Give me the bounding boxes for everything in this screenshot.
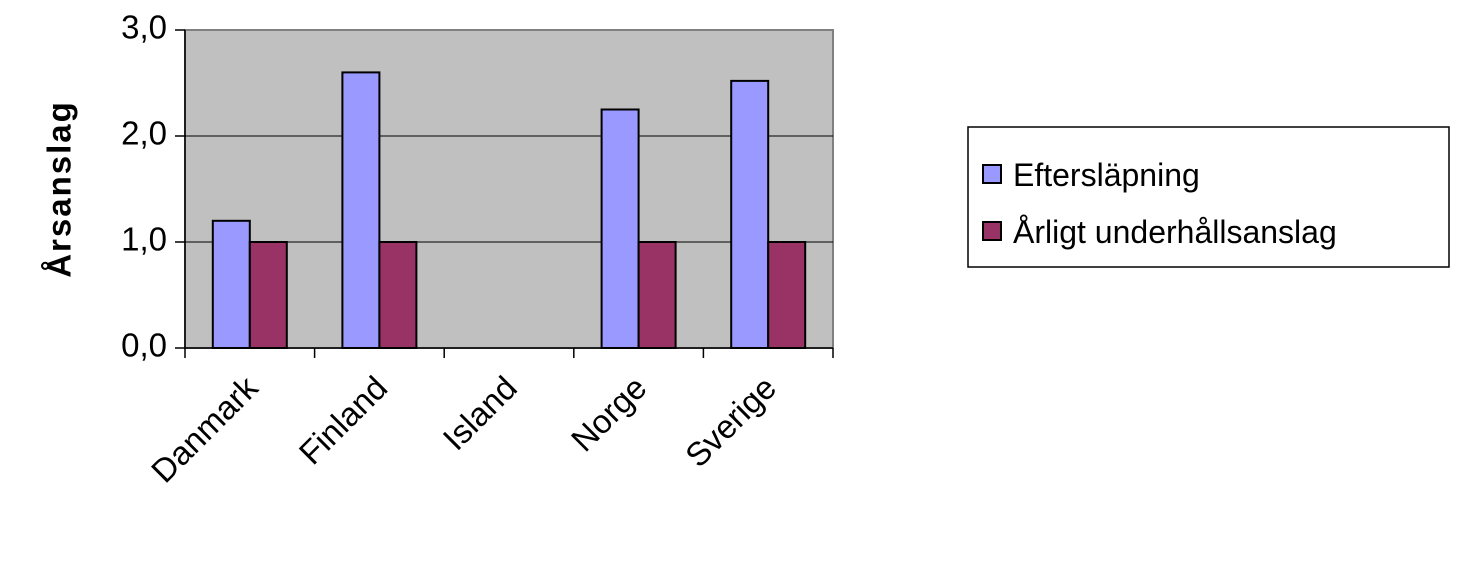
x-category-labels: Danmark Finland Island Norge Sverige	[144, 368, 783, 489]
bar-norge-series-1	[600, 108, 640, 349]
legend-swatch-series-1	[982, 164, 1002, 184]
y-tick-label: 3,0	[121, 9, 167, 46]
plot-area	[184, 29, 834, 349]
y-tick-label: 1,0	[121, 221, 167, 258]
y-tick-label: 0,0	[121, 327, 167, 364]
legend-label-series-2: Årligt underhållsanslag	[1013, 214, 1337, 250]
bar-finland-series-1	[341, 71, 381, 350]
y-tick-labels: 0,0 1,0 2,0 3,0	[121, 9, 167, 364]
x-category-label: Danmark	[144, 368, 265, 489]
bar-danmark-series-1	[211, 219, 251, 349]
x-category-label: Finland	[292, 369, 395, 472]
x-category-label: Norge	[564, 369, 654, 459]
bar-norge-series-2	[637, 241, 677, 349]
axes	[175, 29, 834, 358]
x-category-label: Sverige	[678, 369, 783, 474]
bar-sverige-series-1	[730, 79, 770, 349]
x-category-label: Island	[436, 369, 524, 457]
legend-box	[967, 126, 1450, 268]
bar-sverige-series-2	[767, 241, 807, 349]
bar-finland-series-2	[378, 241, 418, 349]
bar-danmark-series-2	[248, 241, 288, 349]
bars	[211, 71, 807, 350]
legend-label-series-1: Eftersläpning	[1013, 157, 1200, 193]
legend: Eftersläpning Årligt underhållsanslag	[967, 126, 1450, 268]
y-tick-label: 2,0	[121, 115, 167, 152]
legend-swatch-series-2	[982, 221, 1002, 241]
gridlines	[185, 135, 833, 243]
y-axis-title: Årsanslag	[41, 100, 78, 278]
